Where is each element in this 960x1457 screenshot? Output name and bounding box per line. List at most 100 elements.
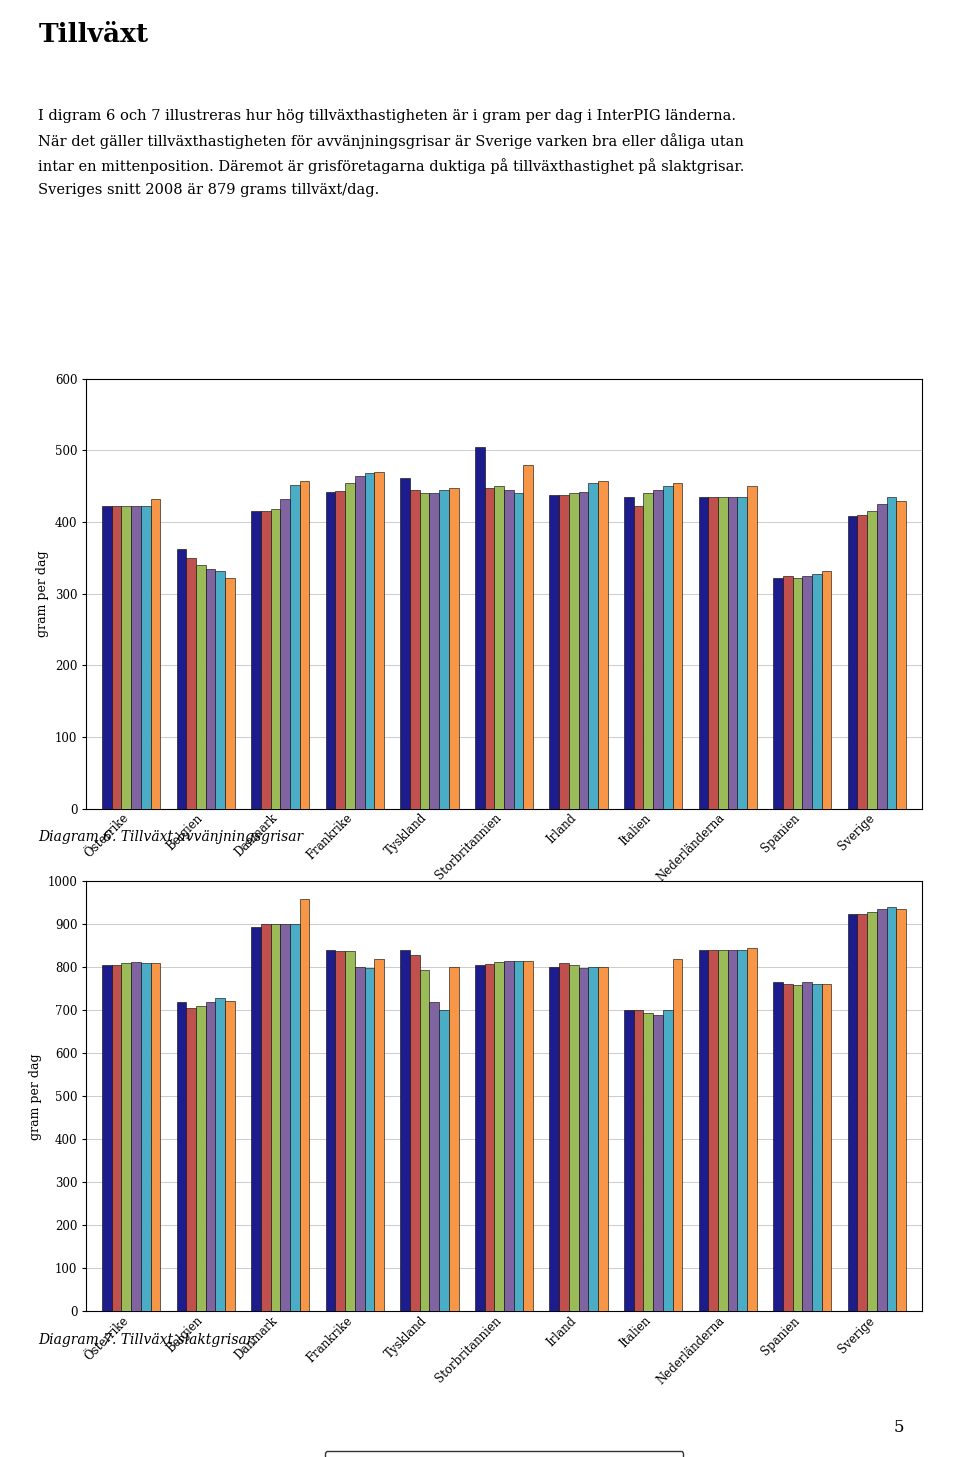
Bar	[624, 1011, 634, 1311]
Bar	[598, 481, 608, 809]
Bar	[102, 507, 111, 809]
Bar	[132, 962, 141, 1311]
Bar	[374, 959, 384, 1311]
Bar	[803, 982, 812, 1311]
Bar	[848, 914, 857, 1311]
Bar	[897, 909, 906, 1311]
Bar	[280, 500, 290, 809]
Bar	[225, 1001, 235, 1311]
Bar	[355, 475, 365, 809]
Bar	[151, 500, 160, 809]
Bar	[410, 954, 420, 1311]
Bar	[186, 1008, 196, 1311]
Bar	[439, 1011, 449, 1311]
Bar	[588, 967, 598, 1311]
Bar	[773, 578, 783, 809]
Bar	[699, 497, 708, 809]
Bar	[449, 488, 459, 809]
Bar	[300, 899, 309, 1311]
Bar	[325, 492, 335, 809]
Bar	[569, 966, 579, 1311]
Legend: 2003, 2004, 2005, 2006, 2007, 2008: 2003, 2004, 2005, 2006, 2007, 2008	[324, 949, 684, 975]
Bar	[803, 576, 812, 809]
Bar	[514, 494, 523, 809]
Bar	[653, 490, 662, 809]
Bar	[569, 494, 579, 809]
Bar	[598, 967, 608, 1311]
Bar	[812, 983, 822, 1311]
Bar	[793, 985, 803, 1311]
Bar	[420, 494, 429, 809]
Bar	[365, 474, 374, 809]
Bar	[225, 578, 235, 809]
Bar	[793, 578, 803, 809]
Bar	[420, 969, 429, 1311]
Text: I digram 6 och 7 illustreras hur hög tillväxthastigheten är i gram per dag i Int: I digram 6 och 7 illustreras hur hög til…	[38, 109, 745, 197]
Bar	[848, 516, 857, 809]
Bar	[876, 909, 886, 1311]
Bar	[335, 491, 346, 809]
Bar	[747, 487, 756, 809]
Bar	[186, 558, 196, 809]
Bar	[290, 925, 300, 1311]
Bar	[449, 967, 459, 1311]
Bar	[857, 914, 867, 1311]
Bar	[111, 966, 122, 1311]
Bar	[439, 490, 449, 809]
Y-axis label: gram per dag: gram per dag	[36, 551, 49, 637]
Bar	[177, 1002, 186, 1311]
Bar	[643, 494, 653, 809]
Bar	[122, 507, 132, 809]
Bar	[102, 966, 111, 1311]
Bar	[708, 497, 718, 809]
Bar	[559, 963, 569, 1311]
Bar	[196, 565, 205, 809]
Bar	[271, 508, 280, 809]
Bar	[252, 927, 261, 1311]
Bar	[876, 504, 886, 809]
Bar	[151, 963, 160, 1311]
Bar	[271, 925, 280, 1311]
Bar	[822, 571, 831, 809]
Bar	[410, 490, 420, 809]
Bar	[400, 478, 410, 809]
Bar	[662, 1011, 673, 1311]
Bar	[429, 494, 439, 809]
Bar	[365, 969, 374, 1311]
Bar	[494, 487, 504, 809]
Bar	[867, 912, 876, 1311]
Bar	[523, 962, 533, 1311]
Bar	[867, 511, 876, 809]
Bar	[475, 447, 485, 809]
Bar	[737, 950, 747, 1311]
Bar	[728, 950, 737, 1311]
Bar	[699, 950, 708, 1311]
Bar	[783, 983, 793, 1311]
Bar	[400, 950, 410, 1311]
Bar	[747, 949, 756, 1311]
Bar	[673, 482, 683, 809]
Y-axis label: gram per dag: gram per dag	[29, 1053, 42, 1139]
Bar	[624, 497, 634, 809]
Bar	[549, 495, 559, 809]
Legend: 2003, 2004, 2005, 2006, 2007, 2008: 2003, 2004, 2005, 2006, 2007, 2008	[324, 1451, 684, 1457]
Bar	[215, 571, 225, 809]
Bar	[374, 472, 384, 809]
Bar	[261, 925, 271, 1311]
Bar	[857, 514, 867, 809]
Bar	[523, 465, 533, 809]
Bar	[141, 507, 151, 809]
Bar	[346, 951, 355, 1311]
Bar	[708, 950, 718, 1311]
Bar	[475, 966, 485, 1311]
Bar	[261, 511, 271, 809]
Bar	[355, 966, 365, 1311]
Bar	[111, 507, 122, 809]
Bar	[579, 969, 588, 1311]
Bar	[346, 482, 355, 809]
Bar	[718, 950, 728, 1311]
Bar	[514, 962, 523, 1311]
Bar	[822, 983, 831, 1311]
Bar	[897, 501, 906, 809]
Bar	[737, 497, 747, 809]
